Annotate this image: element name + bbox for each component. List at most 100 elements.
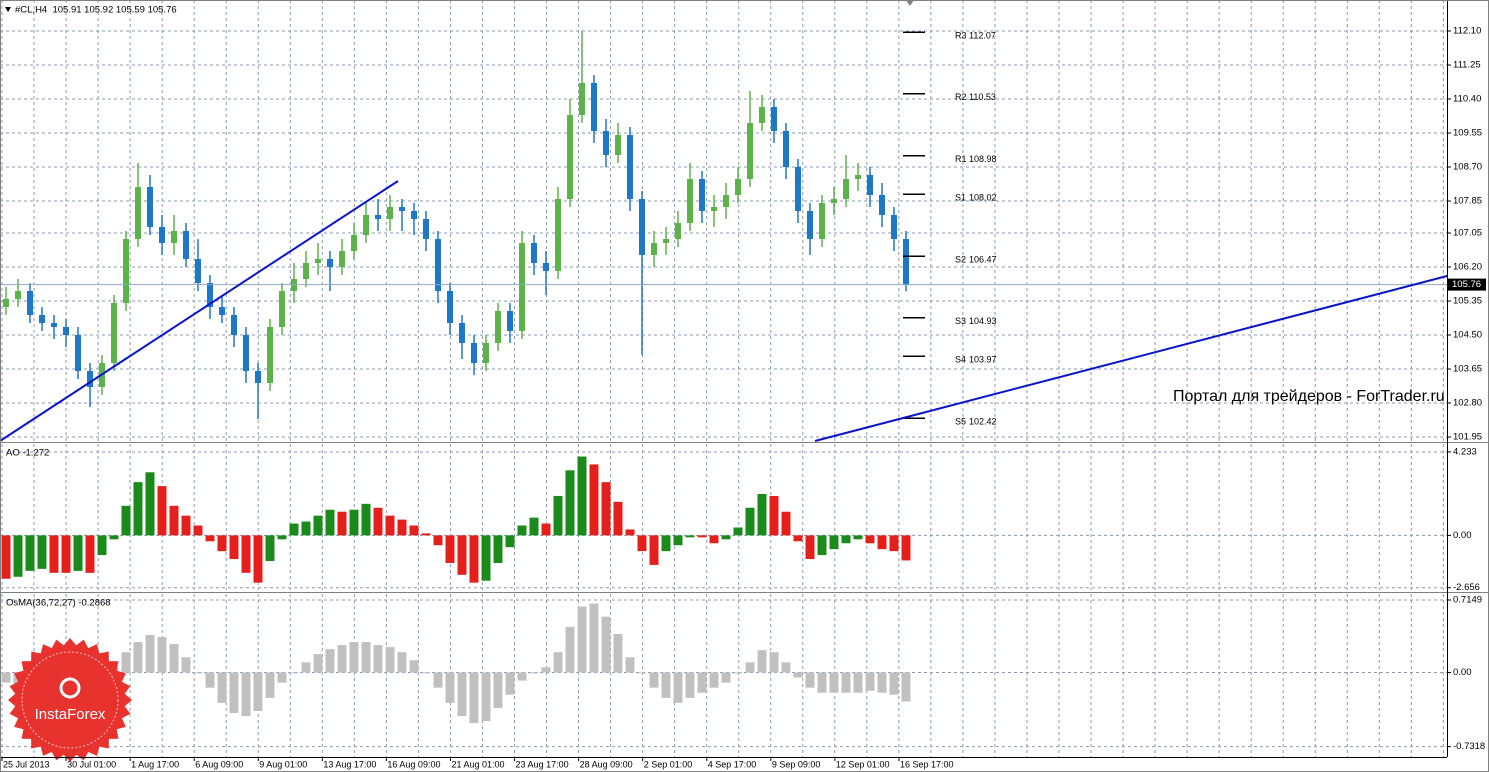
candle-body — [159, 227, 165, 243]
candle-body — [111, 303, 117, 363]
histogram-bar — [637, 535, 647, 552]
histogram-bar — [373, 645, 383, 673]
candle-body — [75, 335, 81, 371]
y-tick-label: 103.65 — [1453, 364, 1482, 375]
histogram-bar — [877, 535, 887, 550]
candle-body — [267, 327, 273, 383]
histogram-bar — [157, 636, 167, 673]
histogram-bar — [769, 652, 779, 673]
candle-body — [615, 135, 621, 155]
x-tick-label: 28 Aug 09:00 — [580, 759, 633, 769]
histogram-bar — [721, 535, 731, 540]
histogram-bar — [733, 527, 743, 536]
candle-body — [471, 343, 477, 363]
candle-body — [63, 327, 69, 335]
histogram-bar — [289, 523, 299, 536]
candle-body — [627, 135, 633, 199]
histogram-bar — [553, 652, 563, 673]
candle-body — [375, 215, 381, 219]
histogram-bar — [337, 511, 347, 536]
histogram-bar — [733, 672, 743, 674]
histogram-bar — [445, 535, 455, 563]
pivot-label: S4 — [955, 355, 966, 365]
histogram-bar — [493, 672, 503, 708]
candle-body — [807, 211, 813, 239]
candle-body — [327, 259, 333, 267]
candle-body — [687, 179, 693, 223]
histogram-bar — [361, 642, 371, 673]
candle-body — [315, 259, 321, 263]
histogram-bar — [493, 535, 503, 563]
histogram-bar — [565, 626, 575, 673]
y-tick-label: 0.00 — [1453, 530, 1472, 541]
histogram-bar — [793, 535, 803, 542]
x-tick-label: 6 Aug 09:00 — [195, 759, 243, 769]
histogram-bar — [1, 672, 11, 683]
histogram-bar — [85, 535, 95, 573]
histogram-bar — [625, 529, 635, 536]
histogram-bar — [157, 486, 167, 536]
histogram-bar — [217, 535, 227, 552]
histogram-bar — [661, 672, 671, 698]
histogram-bar — [49, 535, 59, 573]
candle-body — [147, 187, 153, 227]
histogram-bar — [61, 535, 71, 573]
candle-body — [759, 107, 765, 123]
histogram-bar — [193, 525, 203, 536]
candle-body — [723, 195, 729, 207]
histogram-bar — [25, 535, 35, 571]
histogram-bar — [385, 647, 395, 673]
candle-body — [543, 263, 549, 271]
histogram-bar — [73, 535, 83, 571]
x-tick-label: 9 Sep 09:00 — [772, 759, 821, 769]
candle-body — [735, 179, 741, 195]
last-price-box — [1448, 278, 1486, 291]
histogram-bar — [673, 672, 683, 703]
histogram-bar — [481, 672, 491, 722]
histogram-bar — [421, 533, 431, 536]
histogram-bar — [229, 535, 239, 560]
pivot-value: 112.07 — [969, 31, 996, 41]
histogram-bar — [601, 482, 611, 536]
histogram-bar — [169, 644, 179, 673]
x-tick-label: 16 Aug 09:00 — [387, 759, 440, 769]
y-tick-label: 102.80 — [1453, 398, 1482, 409]
histogram-bar — [769, 495, 779, 536]
histogram-bar — [865, 535, 875, 544]
candle-body — [519, 243, 525, 331]
candle-body — [639, 199, 645, 255]
histogram-bar — [853, 535, 863, 540]
x-tick-label: 30 Jul 01:00 — [67, 759, 116, 769]
candle-body — [15, 291, 21, 299]
histogram-bar — [385, 515, 395, 536]
y-tick-label: 106.20 — [1453, 262, 1482, 273]
candle-body — [303, 263, 309, 279]
candle-body — [483, 343, 489, 363]
histogram-bar — [13, 535, 23, 577]
candle-body — [387, 207, 393, 219]
candle-body — [567, 115, 573, 199]
candle-body — [771, 107, 777, 131]
histogram-bar — [349, 642, 359, 673]
histogram-bar — [37, 535, 47, 569]
histogram-bar — [205, 535, 215, 542]
y-tick-label: 111.25 — [1453, 60, 1481, 71]
pivot-value: 103.97 — [969, 355, 997, 365]
candle-body — [867, 175, 873, 195]
histogram-bar — [625, 657, 635, 673]
histogram-bar — [241, 535, 251, 573]
y-tick-label: 0.00 — [1453, 667, 1472, 678]
histogram-bar — [325, 649, 335, 673]
histogram-bar — [421, 672, 431, 674]
histogram-bar — [685, 535, 695, 538]
histogram-bar — [781, 662, 791, 673]
pivot-value: 106.47 — [969, 255, 997, 265]
histogram-bar — [229, 672, 239, 714]
histogram-bar — [541, 667, 551, 673]
histogram-bar — [673, 535, 683, 546]
x-tick-label: 16 Sep 17:00 — [900, 759, 954, 769]
histogram-bar — [613, 633, 623, 673]
shift-marker — [906, 0, 914, 6]
histogram-bar — [577, 606, 587, 673]
candle-body — [279, 291, 285, 327]
